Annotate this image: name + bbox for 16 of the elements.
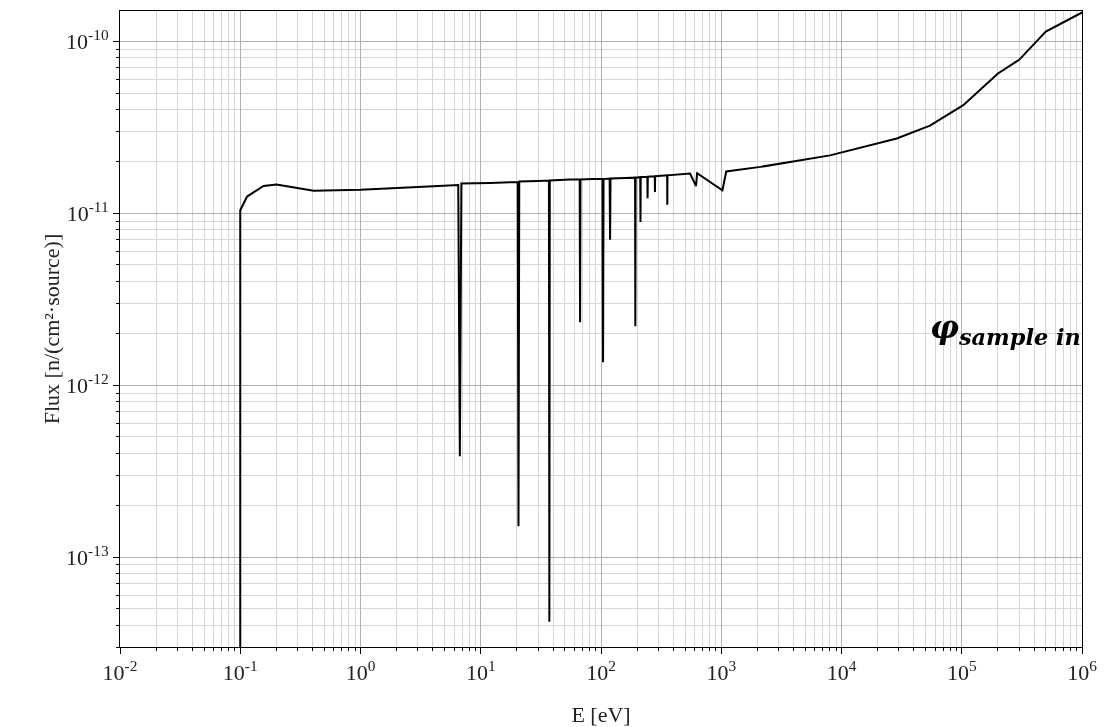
y-tick-label: 10$^{-10}$ [66,25,109,54]
x-axis-title: E [eV] [571,702,631,727]
x-tick-label: 10$^{3}$ [706,657,737,686]
x-tick-label: 10$^{5}$ [946,657,977,686]
annotation: φ$_{sample in}$ [930,308,1081,350]
y-tick-label: 10$^{-12}$ [66,369,109,398]
y-tick-label: 10$^{-13}$ [66,541,109,570]
x-tick-label: 10$^{0}$ [345,657,376,686]
x-tick-label: 10$^{4}$ [826,657,857,686]
y-tick-label: 10$^{-11}$ [66,197,109,226]
x-tick-label: 10$^{-2}$ [102,657,138,686]
x-tick-label: 10$^{6}$ [1067,657,1098,686]
x-tick-label: 10$^{-1}$ [222,657,258,686]
x-tick-label: 10$^{2}$ [586,657,616,686]
y-axis-title: Flux [n/(cm²·source)] [39,233,65,425]
x-tick-label: 10$^{1}$ [465,657,496,686]
